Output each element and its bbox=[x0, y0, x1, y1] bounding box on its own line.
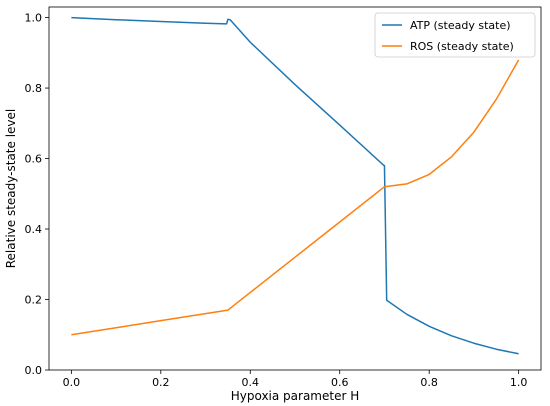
legend-entry-0: ATP (steady state) bbox=[410, 19, 511, 32]
legend-entry-1: ROS (steady state) bbox=[410, 40, 514, 53]
y-tick-label: 0.2 bbox=[25, 294, 43, 307]
series-line-0 bbox=[71, 16, 519, 355]
x-tick-label: 0.8 bbox=[420, 376, 438, 389]
y-tick-label: 0.4 bbox=[25, 223, 43, 236]
x-axis-label: Hypoxia parameter H bbox=[231, 389, 360, 403]
y-axis-ticks: 0.0 0.2 0.4 0.6 0.8 1.0 bbox=[25, 12, 49, 377]
x-tick-label: 0.0 bbox=[63, 376, 81, 389]
x-tick-label: 1.0 bbox=[510, 376, 528, 389]
axes-frame bbox=[48, 6, 542, 371]
series-line-1 bbox=[71, 59, 520, 336]
y-tick-label: 0.8 bbox=[25, 82, 43, 95]
plot-area bbox=[48, 6, 542, 371]
legend: ATP (steady state) ROS (steady state) bbox=[374, 12, 536, 58]
x-axis-ticks: 0.0 0.2 0.4 0.6 0.8 1.0 bbox=[63, 370, 528, 389]
y-tick-label: 0.0 bbox=[25, 364, 43, 377]
x-tick-label: 0.6 bbox=[331, 376, 349, 389]
y-axis-label: Relative steady-state level bbox=[4, 109, 18, 269]
x-tick-label: 0.4 bbox=[242, 376, 260, 389]
x-tick-label: 0.2 bbox=[152, 376, 170, 389]
y-tick-label: 1.0 bbox=[25, 12, 43, 25]
legend-box bbox=[374, 12, 536, 58]
y-tick-label: 0.6 bbox=[25, 153, 43, 166]
